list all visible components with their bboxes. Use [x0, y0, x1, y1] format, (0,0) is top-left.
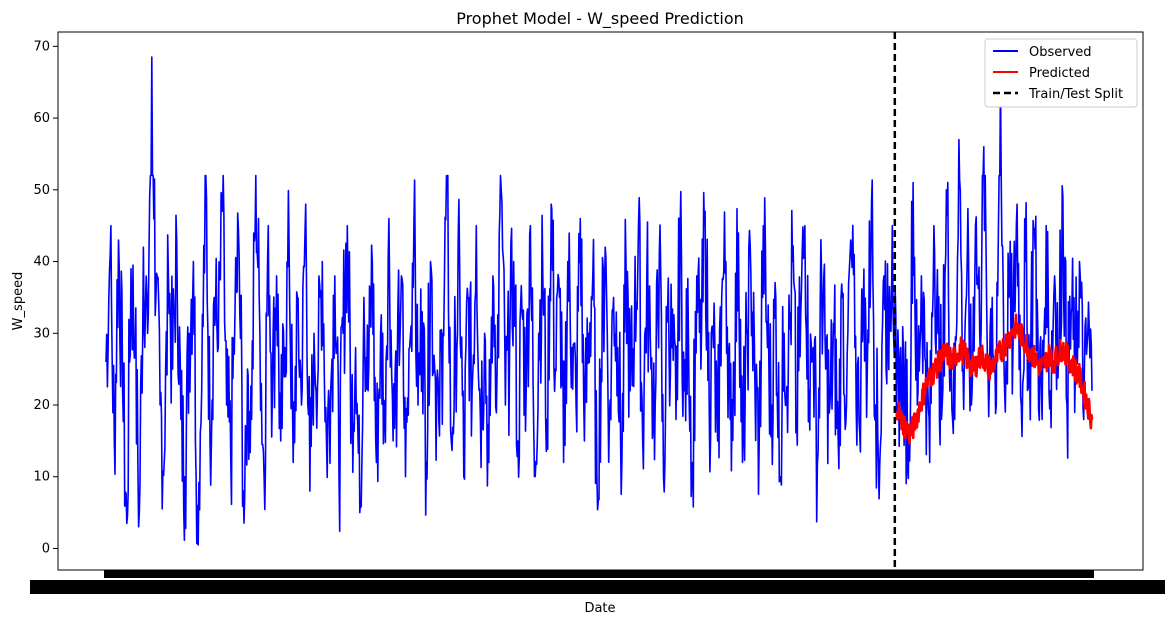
predicted-line	[895, 313, 1094, 445]
y-tick-label: 40	[33, 255, 50, 270]
y-tick-label: 10	[33, 470, 50, 485]
x-tick-label-band-2	[30, 580, 1165, 594]
chart-title: Prophet Model - W_speed Prediction	[456, 9, 744, 29]
y-tick-label: 60	[33, 111, 50, 126]
y-axis-label: W_speed	[11, 272, 26, 331]
legend: Observed Predicted Train/Test Split	[984, 38, 1138, 108]
x-axis-label: Date	[584, 601, 615, 616]
legend-predicted-label: Predicted	[1029, 66, 1090, 81]
y-tick-label: 70	[33, 39, 50, 54]
y-tick-label: 20	[33, 398, 50, 413]
x-tick-label-band	[104, 570, 1094, 578]
y-tick-label: 0	[42, 541, 50, 556]
y-ticks: 0 10 20 30 40 50 60 70	[33, 39, 58, 556]
y-tick-label: 30	[33, 326, 50, 341]
legend-observed-label: Observed	[1029, 45, 1092, 60]
legend-box	[984, 38, 1138, 108]
legend-split-label: Train/Test Split	[1028, 87, 1123, 102]
plot-area	[57, 31, 1144, 571]
y-tick-label: 50	[33, 183, 50, 198]
predicted-series	[895, 313, 1094, 445]
